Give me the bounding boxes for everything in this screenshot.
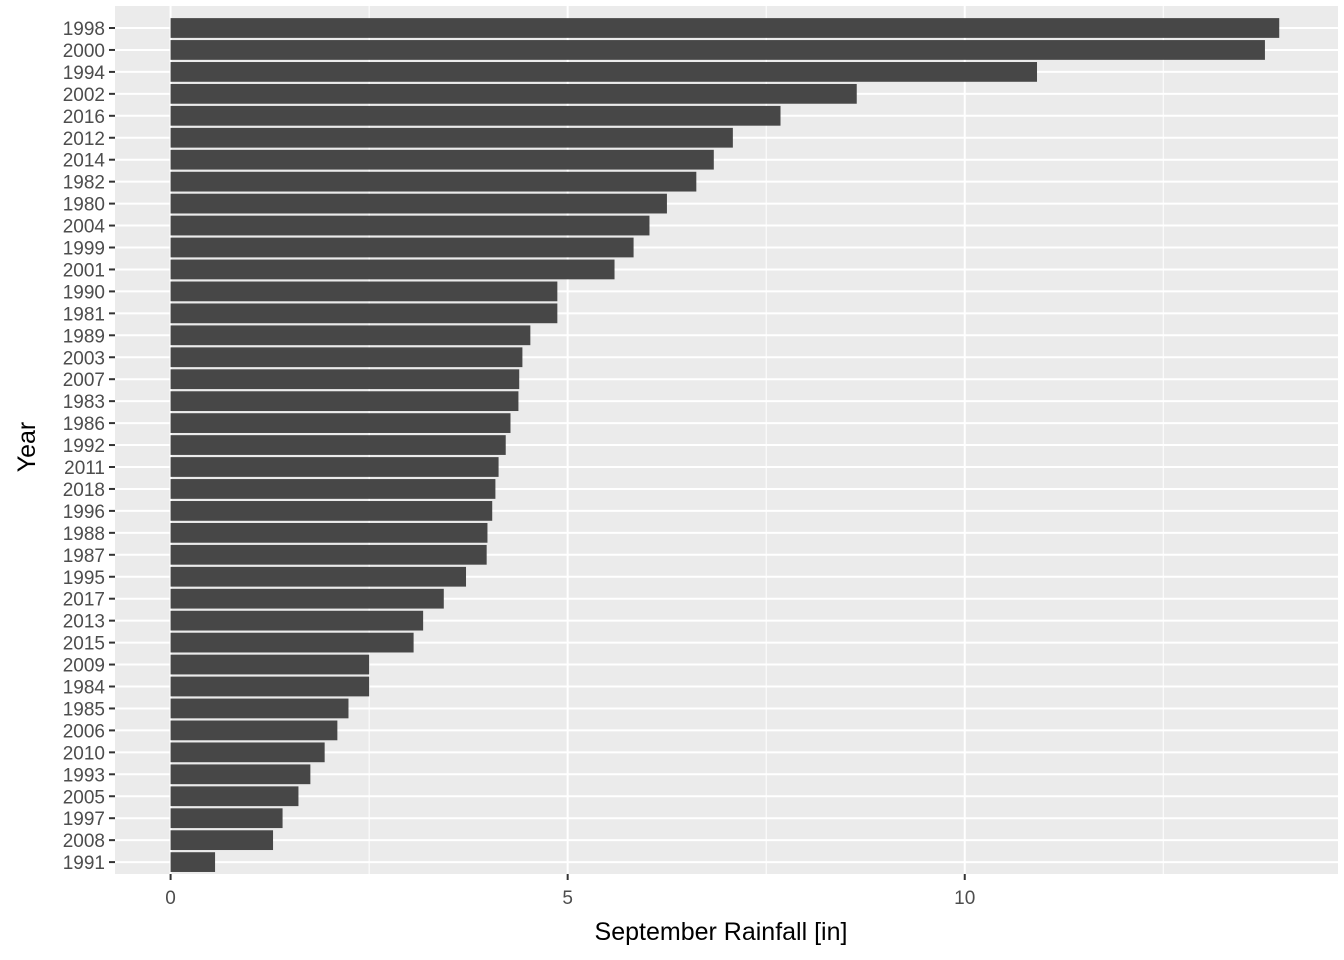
bar-2018: [170, 479, 496, 499]
x-tick-label: 5: [562, 888, 573, 909]
bar-2000: [170, 40, 1265, 60]
bar-1999: [170, 237, 634, 258]
y-tick-label: 2009: [63, 656, 105, 677]
bar-2002: [170, 83, 857, 104]
bar-1998: [170, 18, 1280, 38]
y-tick-label: 2016: [63, 107, 105, 128]
bar-2004: [170, 215, 650, 236]
x-axis: 0 5 10: [165, 874, 975, 909]
y-tick-label: 2014: [63, 151, 106, 172]
bar-1990: [170, 281, 558, 302]
y-tick-label: 1994: [63, 63, 106, 84]
y-tick-label: 1990: [63, 282, 105, 303]
bar-1991: [170, 852, 216, 872]
bar-1993: [170, 764, 311, 785]
bar-2005: [170, 786, 299, 807]
y-tick-label: 1995: [63, 568, 105, 589]
bar-1989: [170, 325, 531, 346]
bar-2011: [170, 457, 499, 477]
bar-2013: [170, 610, 424, 631]
y-tick-label: 1993: [63, 765, 105, 786]
bar-1997: [170, 808, 283, 829]
y-tick-label: 2006: [63, 721, 105, 742]
bar-2012: [170, 127, 733, 148]
bar-1992: [170, 435, 506, 455]
y-tick-label: 2018: [63, 480, 105, 501]
bar-2014: [170, 149, 714, 170]
y-tick-label: 1989: [63, 326, 105, 347]
bar-2003: [170, 347, 523, 368]
bar-1986: [170, 413, 511, 433]
y-tick-label: 1999: [63, 239, 105, 260]
y-tick-label: 2012: [63, 129, 105, 150]
y-tick-label: 1987: [63, 546, 105, 567]
y-tick-label: 1991: [63, 853, 105, 874]
y-tick-label: 1981: [63, 304, 105, 325]
x-tick-label: 10: [954, 888, 975, 909]
y-tick-label: 2011: [64, 458, 105, 479]
y-tick-label: 2005: [63, 787, 105, 808]
bar-2016: [170, 105, 781, 126]
bar-2010: [170, 742, 325, 763]
bar-1985: [170, 698, 349, 719]
bar-2008: [170, 830, 274, 851]
y-tick-label: 1998: [63, 19, 105, 40]
y-tick-label: 2001: [63, 260, 105, 281]
y-tick-label: 2007: [63, 370, 105, 391]
bar-1987: [170, 544, 487, 565]
bar-2015: [170, 632, 414, 653]
y-tick-label: 2008: [63, 831, 105, 852]
bar-1996: [170, 501, 493, 521]
y-axis: 1998200019942002201620122014198219802004…: [63, 19, 115, 874]
y-tick-label: 1982: [63, 173, 105, 194]
bar-2001: [170, 259, 615, 280]
y-tick-label: 1984: [63, 678, 106, 699]
bars: [170, 18, 1280, 872]
y-tick-label: 2015: [63, 634, 105, 655]
y-tick-label: 2002: [63, 85, 105, 106]
bar-1984: [170, 676, 370, 697]
y-tick-label: 2017: [63, 590, 105, 611]
y-tick-label: 1997: [63, 809, 105, 830]
x-axis-title: September Rainfall [in]: [595, 918, 848, 946]
bar-1988: [170, 522, 488, 543]
bar-2007: [170, 369, 520, 390]
bar-1980: [170, 193, 667, 214]
bar-1983: [170, 391, 519, 412]
bar-1994: [170, 62, 1038, 82]
y-tick-label: 1986: [63, 414, 105, 435]
y-tick-label: 2013: [63, 612, 105, 633]
y-tick-label: 1985: [63, 699, 105, 720]
y-tick-label: 2004: [63, 217, 106, 238]
bar-1995: [170, 566, 467, 587]
x-tick-label: 0: [165, 888, 176, 909]
y-axis-title: Year: [13, 422, 41, 473]
y-tick-label: 2000: [63, 41, 105, 62]
bar-1981: [170, 303, 558, 324]
y-tick-label: 1980: [63, 195, 105, 216]
y-tick-label: 1992: [63, 436, 105, 457]
bar-2017: [170, 588, 444, 609]
y-tick-label: 2010: [63, 743, 105, 764]
bar-2006: [170, 720, 338, 741]
y-tick-label: 1988: [63, 524, 105, 545]
bar-2009: [170, 654, 370, 675]
y-tick-label: 1983: [63, 392, 105, 413]
bar-1982: [170, 171, 697, 192]
y-tick-label: 1996: [63, 502, 105, 523]
y-tick-label: 2003: [63, 348, 105, 369]
